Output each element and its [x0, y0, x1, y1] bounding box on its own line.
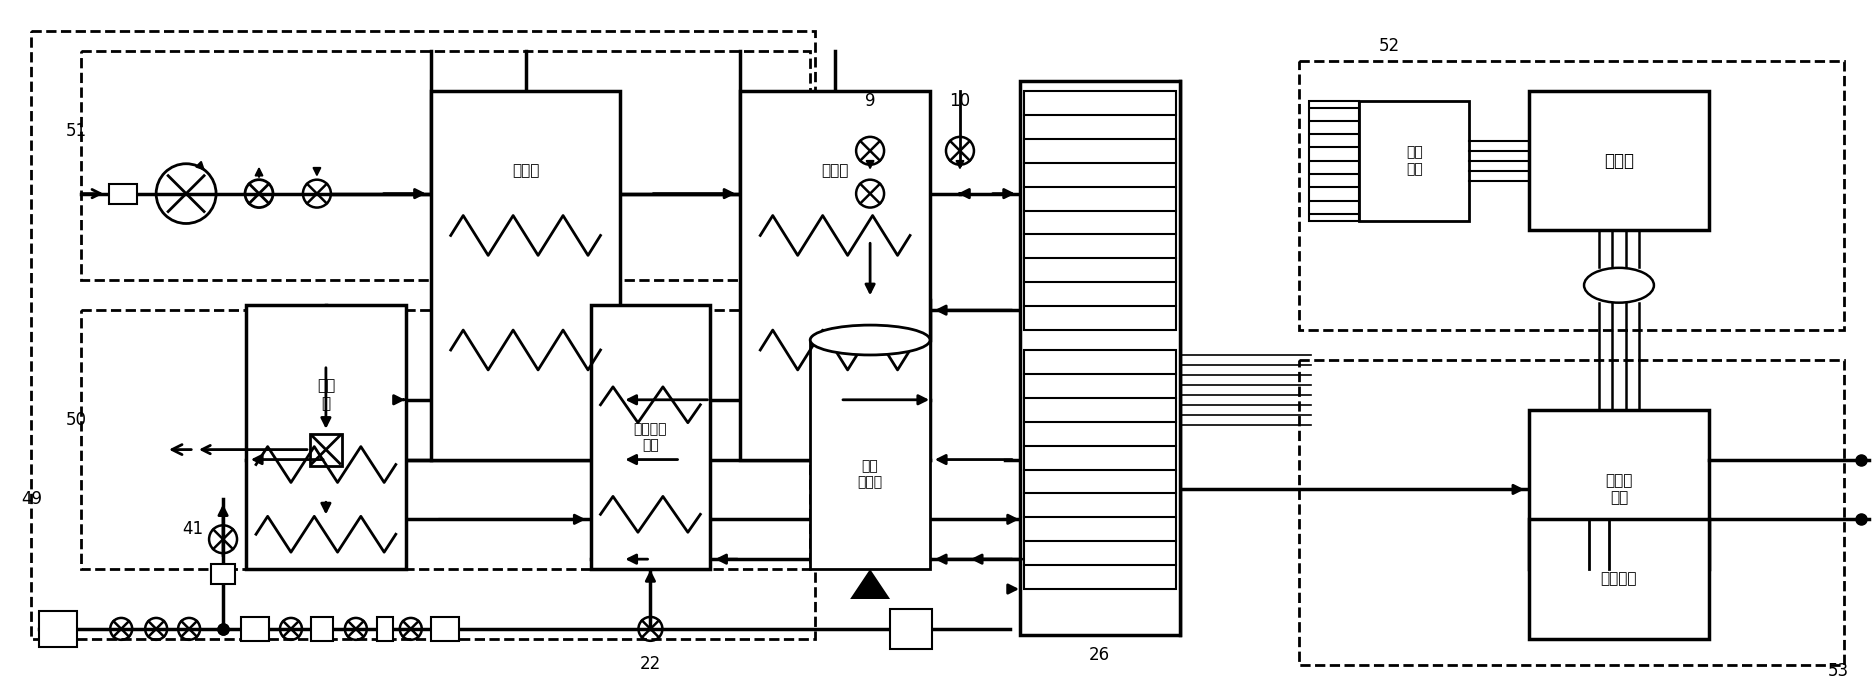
- Bar: [1529, 410, 1709, 569]
- Bar: [245, 305, 406, 569]
- Bar: [811, 340, 930, 569]
- Bar: [590, 305, 709, 569]
- Bar: [889, 609, 932, 649]
- Text: 控制器: 控制器: [1604, 152, 1634, 170]
- Bar: [1359, 101, 1470, 221]
- Text: 尾气
燃烧室: 尾气 燃烧室: [857, 459, 884, 489]
- Text: 53: 53: [1829, 662, 1850, 680]
- Bar: [1024, 91, 1176, 330]
- Bar: [80, 52, 811, 280]
- Text: 49: 49: [21, 491, 41, 508]
- Bar: [241, 617, 270, 641]
- Text: 信号
处理: 信号 处理: [1406, 145, 1423, 176]
- Bar: [32, 31, 814, 639]
- Bar: [431, 617, 459, 641]
- Bar: [109, 184, 137, 203]
- Text: 功率变
换器: 功率变 换器: [1606, 473, 1632, 505]
- Text: 储能单元: 储能单元: [1601, 571, 1638, 587]
- Text: 9: 9: [865, 92, 876, 110]
- Bar: [1529, 519, 1709, 639]
- Bar: [1024, 350, 1176, 589]
- Bar: [80, 310, 811, 569]
- Ellipse shape: [1584, 268, 1655, 303]
- Bar: [311, 617, 333, 641]
- Text: 50: 50: [66, 411, 86, 429]
- Ellipse shape: [811, 325, 930, 355]
- Bar: [1529, 91, 1709, 230]
- Text: 水蒸气重
整器: 水蒸气重 整器: [635, 422, 666, 452]
- Bar: [1309, 101, 1359, 221]
- Text: 52: 52: [1380, 37, 1400, 55]
- Text: 换热器: 换热器: [511, 163, 539, 178]
- Bar: [39, 611, 77, 647]
- Text: 换热器: 换热器: [822, 163, 848, 178]
- Bar: [1299, 61, 1844, 330]
- Bar: [376, 617, 393, 641]
- Bar: [1299, 360, 1844, 665]
- Text: 41: 41: [183, 521, 204, 538]
- Bar: [311, 434, 343, 466]
- Text: 蒸发
器: 蒸发 器: [316, 379, 335, 411]
- Bar: [739, 91, 930, 459]
- Bar: [1020, 81, 1179, 635]
- Text: 26: 26: [1090, 646, 1110, 664]
- Text: 51: 51: [66, 122, 86, 140]
- Bar: [212, 564, 236, 584]
- Polygon shape: [850, 569, 889, 599]
- Bar: [431, 91, 620, 459]
- Text: 22: 22: [640, 655, 661, 673]
- Text: 10: 10: [949, 92, 970, 110]
